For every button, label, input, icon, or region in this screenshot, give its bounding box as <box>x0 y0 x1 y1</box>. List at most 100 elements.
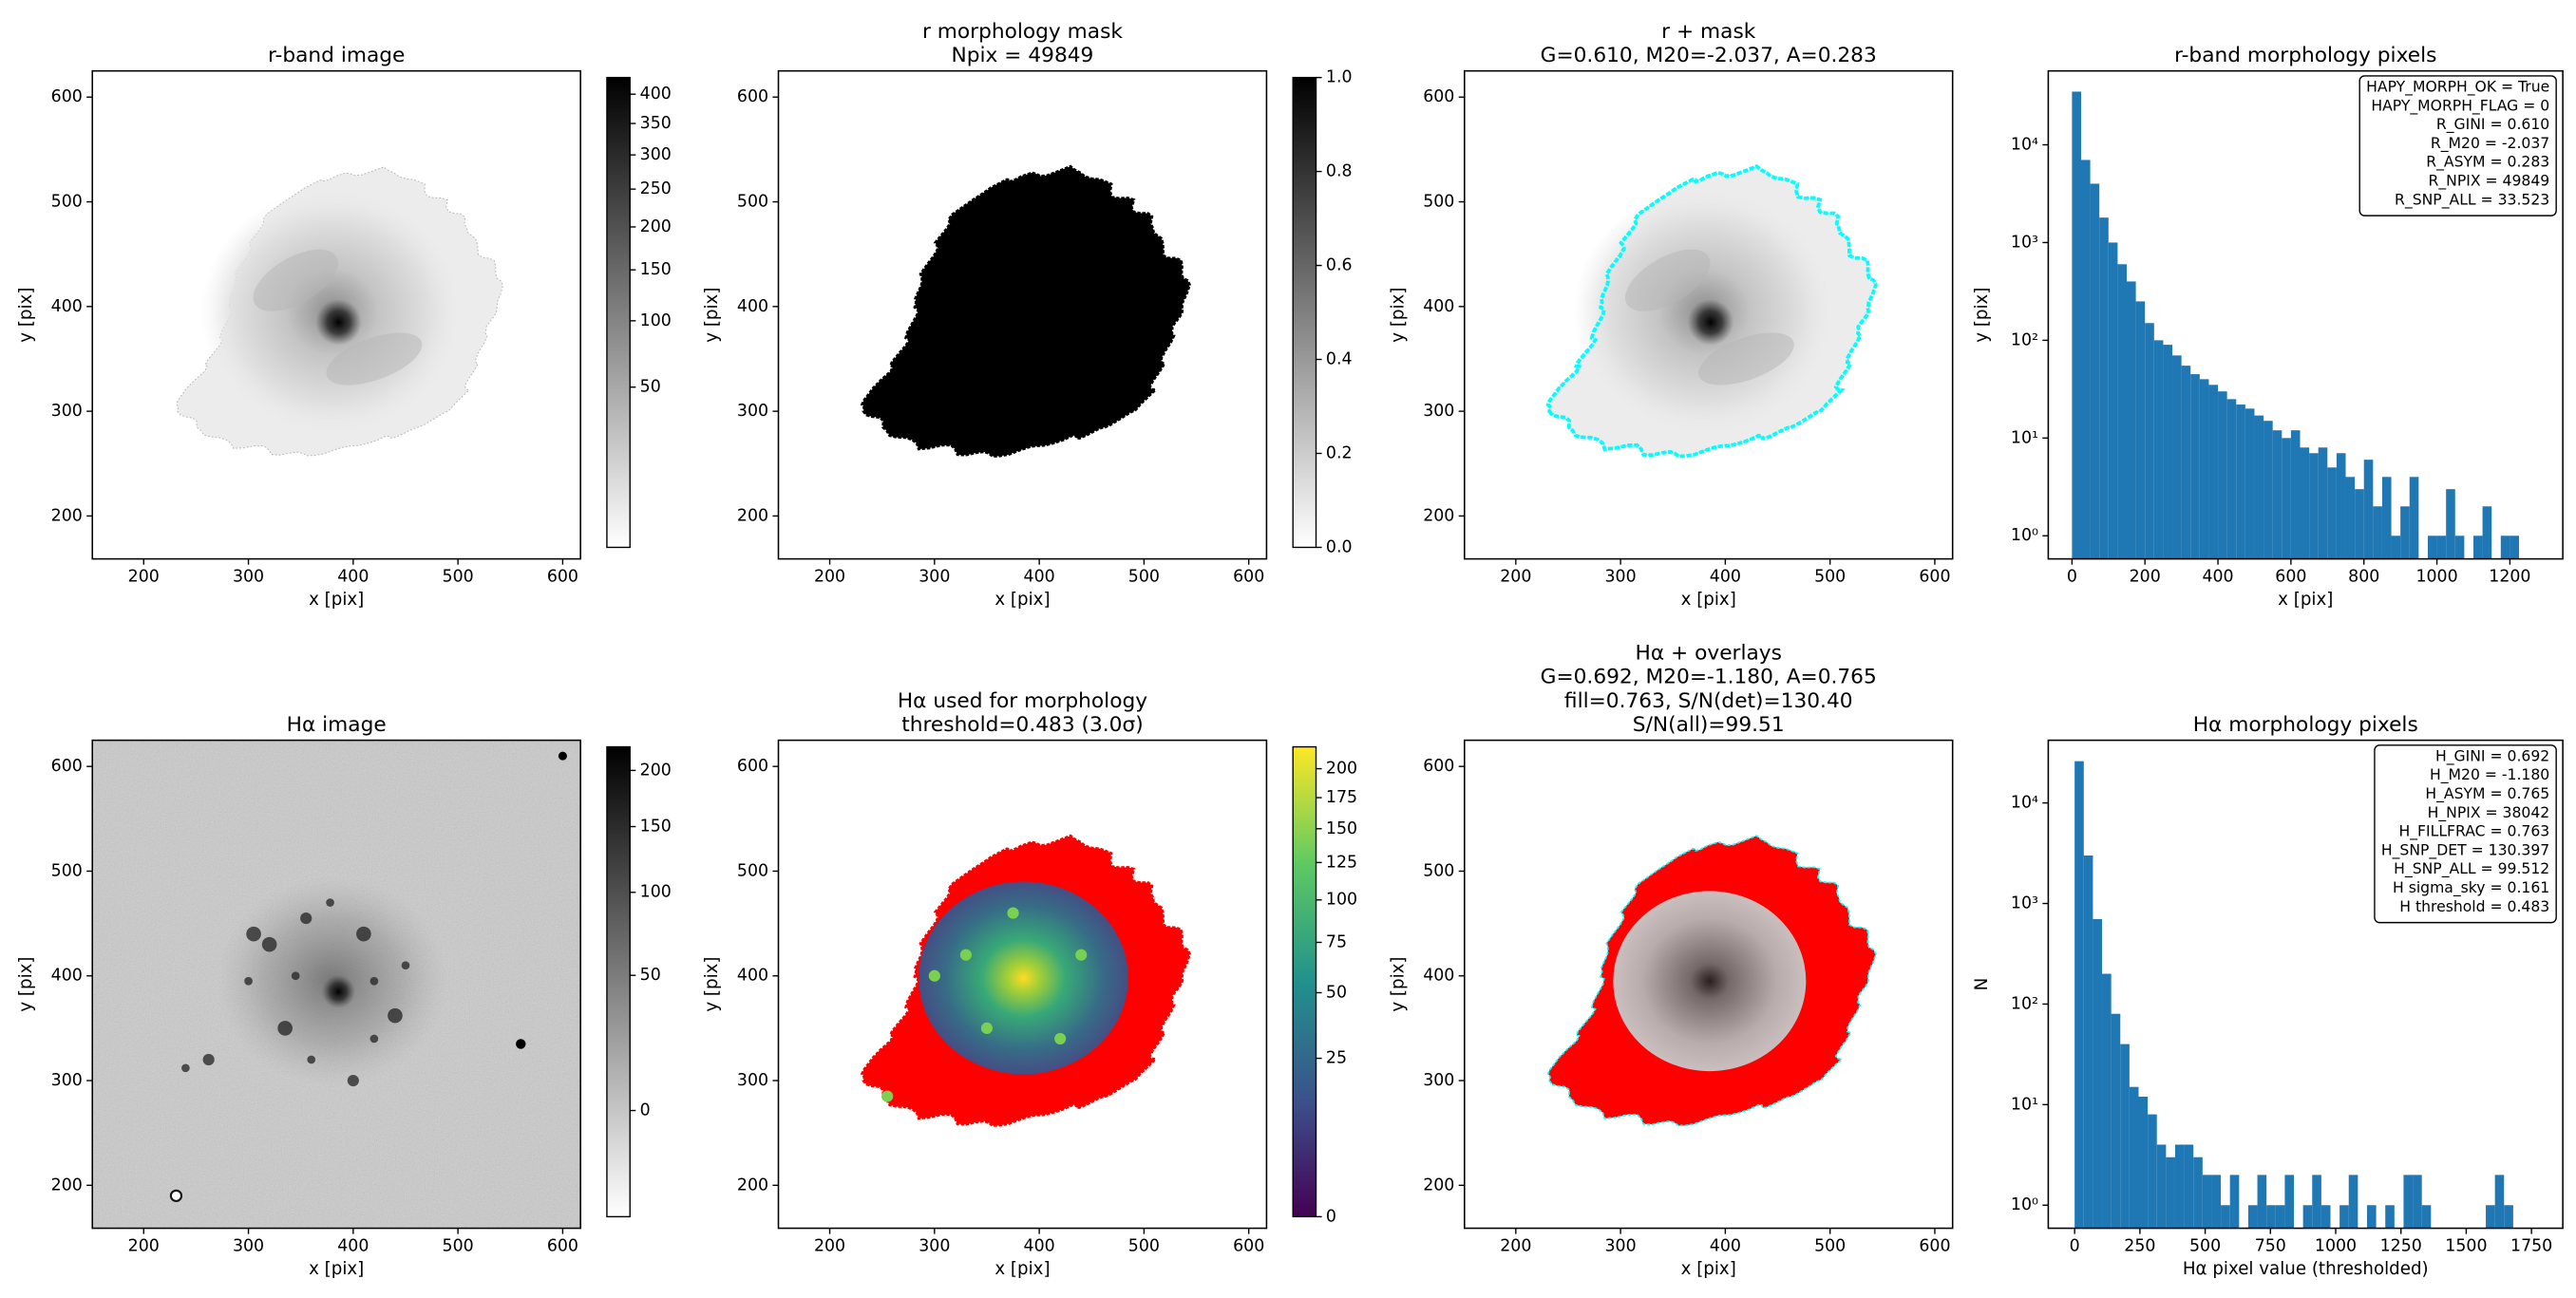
x-tick-label: 1250 <box>2380 1237 2422 1256</box>
x-tick-label: 1200 <box>2489 568 2530 587</box>
y-tick-label: 10¹ <box>2011 428 2038 447</box>
x-tick-label: 1000 <box>2415 568 2457 587</box>
stats-line: HAPY_MORPH_FLAG = 0 <box>2371 97 2549 115</box>
stats-line: H_SNP_DET = 130.397 <box>2381 841 2549 859</box>
panel-title: r morphology mask <box>922 20 1123 44</box>
histogram-bar <box>2226 399 2237 559</box>
stats-line: HAPY_MORPH_OK = True <box>2366 79 2549 97</box>
colorbar <box>606 745 631 1218</box>
axes-frame <box>91 739 581 1230</box>
hii-clump <box>307 1055 316 1064</box>
histogram-bar <box>2309 453 2319 559</box>
hii-clump <box>980 1022 994 1034</box>
y-tick-label: 10⁴ <box>2011 794 2038 813</box>
histogram-bar <box>2129 1086 2139 1229</box>
stats-line: R_GINI = 0.610 <box>2436 116 2549 134</box>
y-axis-label: N <box>1972 978 1992 991</box>
colorbar-tick-label: 0.0 <box>1326 537 1353 556</box>
star <box>558 751 567 761</box>
colorbar <box>1292 76 1317 549</box>
histogram-bar <box>2409 477 2419 559</box>
y-tick-label: 10³ <box>2011 233 2038 252</box>
panel-title: G=0.692, M20=-1.180, A=0.765 <box>1541 666 1877 689</box>
histogram-bar <box>2363 460 2374 559</box>
y-tick-label: 500 <box>1423 861 1454 880</box>
histogram-bar <box>2208 385 2219 559</box>
spiral-arm <box>326 332 423 386</box>
panel-title: r + mask <box>1661 20 1756 44</box>
histogram-bar <box>2373 506 2382 559</box>
galaxy-core <box>1687 299 1734 346</box>
histogram-bar <box>2355 489 2364 559</box>
stats-line: R_NPIX = 49849 <box>2429 173 2550 191</box>
histogram-bar <box>2272 430 2282 559</box>
histogram-bar <box>2229 1175 2240 1229</box>
hii-clump <box>401 961 410 970</box>
stats-line: R_ASYM = 0.283 <box>2426 154 2549 172</box>
x-tick-label: 750 <box>2255 1237 2286 1256</box>
x-tick-label: 300 <box>919 568 950 587</box>
x-tick-label: 400 <box>2202 568 2233 587</box>
histogram-bar <box>2403 1175 2414 1229</box>
colorbar-tick-label: 50 <box>640 966 661 985</box>
panel-title: r-band image <box>268 44 405 67</box>
y-axis-label: y [pix] <box>702 288 722 343</box>
histogram-bar <box>2327 467 2337 559</box>
histogram-bar <box>2366 1205 2377 1229</box>
x-tick-label: 1500 <box>2445 1237 2487 1256</box>
x-tick-label: 600 <box>547 1237 578 1256</box>
panel-title: Hα morphology pixels <box>2193 713 2418 737</box>
y-tick-label: 400 <box>51 297 83 316</box>
histogram-bar <box>2421 1205 2432 1229</box>
x-tick-label: 300 <box>1605 568 1637 587</box>
histogram-bar <box>2500 536 2510 559</box>
histogram-bar <box>2074 761 2084 1229</box>
y-tick-label: 600 <box>737 757 768 776</box>
axes-frame <box>2047 739 2564 1230</box>
colorbar-tick-label: 50 <box>640 378 661 397</box>
x-tick-label: 300 <box>233 568 264 587</box>
x-axis-label: x [pix] <box>2278 590 2333 610</box>
histogram-bar <box>2117 264 2128 559</box>
histogram-bar <box>2172 355 2182 559</box>
histogram-bar <box>2236 404 2245 559</box>
spiral-arm <box>253 249 338 311</box>
y-tick-label: 10³ <box>2011 894 2038 913</box>
histogram-bar <box>2413 1175 2422 1229</box>
y-tick-label: 300 <box>51 1071 83 1090</box>
stats-line: H sigma_sky = 0.161 <box>2393 879 2549 897</box>
y-axis-label: y [pix] <box>1388 288 1408 343</box>
plot-area <box>92 740 581 1229</box>
panel-title: fill=0.763, S/N(det)=130.40 <box>1564 689 1853 713</box>
colorbar <box>606 76 631 549</box>
y-tick-label: 300 <box>1423 1071 1454 1090</box>
histogram-bar <box>2254 415 2264 559</box>
axes-frame <box>1463 739 1954 1230</box>
histogram-bar <box>2245 408 2255 559</box>
x-tick-label: 300 <box>919 1237 950 1256</box>
colorbar-tick-label: 0.8 <box>1326 162 1353 181</box>
mask-outline <box>1545 163 1878 459</box>
y-tick-label: 400 <box>737 967 768 986</box>
colorbar-tick-label: 75 <box>1326 932 1347 951</box>
histogram-bar <box>2111 1013 2121 1229</box>
colorbar-tick-label: 200 <box>640 761 672 780</box>
colorbar-tick-label: 100 <box>640 311 672 330</box>
histogram-bar <box>2145 323 2154 559</box>
histogram-bar <box>2275 1205 2285 1229</box>
histogram-bar <box>2211 1175 2222 1229</box>
hii-clump <box>261 936 277 952</box>
galaxy-core <box>315 299 362 346</box>
histogram-bar <box>2108 242 2118 559</box>
histogram-bar <box>2166 1157 2175 1229</box>
y-tick-label: 10¹ <box>2011 1095 2038 1114</box>
colorbar-tick-label: 150 <box>640 818 672 837</box>
hii-clump <box>244 976 253 986</box>
y-tick-label: 10⁴ <box>2011 135 2038 154</box>
colorbar-tick-label: 25 <box>1326 1049 1347 1068</box>
axes-frame <box>91 69 581 560</box>
hii-clump <box>1007 907 1019 919</box>
histogram-bar <box>2090 183 2100 559</box>
panel-title: Hα image <box>287 713 387 737</box>
